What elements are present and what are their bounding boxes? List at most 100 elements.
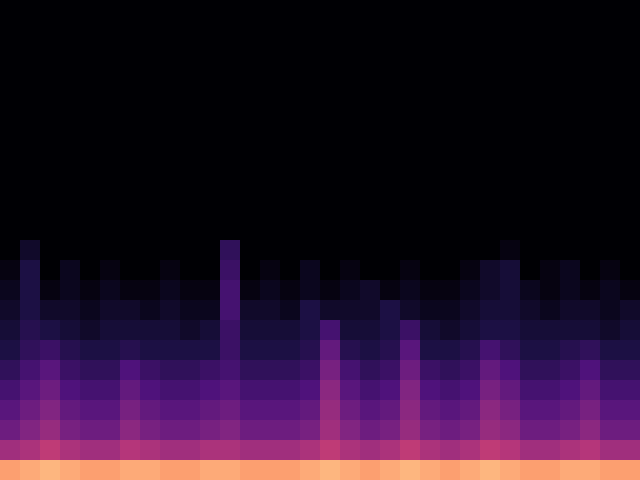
cell bbox=[160, 280, 181, 301]
cell bbox=[480, 220, 501, 241]
cell bbox=[200, 240, 221, 261]
cell bbox=[320, 180, 341, 201]
cell bbox=[540, 60, 561, 81]
cell bbox=[600, 40, 621, 61]
cell bbox=[340, 420, 361, 441]
cell bbox=[40, 460, 61, 480]
cell bbox=[360, 100, 381, 121]
cell bbox=[520, 400, 541, 421]
cell bbox=[500, 40, 521, 61]
cell bbox=[520, 360, 541, 381]
cell bbox=[420, 460, 441, 480]
cell bbox=[560, 180, 581, 201]
cell bbox=[320, 380, 341, 401]
cell bbox=[380, 240, 401, 261]
cell bbox=[100, 20, 121, 41]
cell bbox=[580, 300, 601, 321]
cell bbox=[480, 40, 501, 61]
cell bbox=[140, 120, 161, 141]
cell bbox=[440, 80, 461, 101]
cell bbox=[280, 60, 301, 81]
cell bbox=[340, 0, 361, 21]
cell bbox=[280, 360, 301, 381]
cell bbox=[40, 0, 61, 21]
cell bbox=[340, 20, 361, 41]
cell bbox=[440, 280, 461, 301]
cell bbox=[100, 120, 121, 141]
cell bbox=[460, 140, 481, 161]
cell bbox=[440, 160, 461, 181]
cell bbox=[260, 0, 281, 21]
cell bbox=[320, 440, 341, 461]
cell bbox=[100, 360, 121, 381]
cell bbox=[420, 220, 441, 241]
cell bbox=[580, 240, 601, 261]
cell bbox=[340, 220, 361, 241]
cell bbox=[200, 120, 221, 141]
cell bbox=[440, 300, 461, 321]
cell bbox=[0, 220, 21, 241]
cell bbox=[480, 240, 501, 261]
cell bbox=[540, 300, 561, 321]
cell bbox=[540, 400, 561, 421]
cell bbox=[440, 100, 461, 121]
cell bbox=[580, 20, 601, 41]
cell bbox=[220, 340, 241, 361]
cell bbox=[480, 260, 501, 281]
cell bbox=[200, 220, 221, 241]
cell bbox=[300, 60, 321, 81]
cell bbox=[540, 20, 561, 41]
cell bbox=[600, 80, 621, 101]
cell bbox=[460, 120, 481, 141]
cell bbox=[180, 200, 201, 221]
cell bbox=[200, 420, 221, 441]
cell bbox=[560, 360, 581, 381]
cell bbox=[240, 420, 261, 441]
cell bbox=[100, 400, 121, 421]
cell bbox=[480, 0, 501, 21]
cell bbox=[240, 40, 261, 61]
cell bbox=[20, 280, 41, 301]
cell bbox=[600, 340, 621, 361]
cell bbox=[400, 300, 421, 321]
cell bbox=[340, 380, 361, 401]
cell bbox=[240, 360, 261, 381]
cell bbox=[220, 260, 241, 281]
cell bbox=[440, 60, 461, 81]
cell bbox=[120, 280, 141, 301]
cell bbox=[180, 160, 201, 181]
cell bbox=[120, 260, 141, 281]
cell bbox=[180, 400, 201, 421]
cell bbox=[260, 400, 281, 421]
cell bbox=[280, 400, 301, 421]
cell bbox=[240, 340, 261, 361]
cell bbox=[560, 40, 581, 61]
cell bbox=[0, 80, 21, 101]
cell bbox=[20, 440, 41, 461]
cell bbox=[60, 260, 81, 281]
cell bbox=[380, 320, 401, 341]
cell bbox=[620, 420, 640, 441]
cell bbox=[0, 360, 21, 381]
cell bbox=[480, 80, 501, 101]
cell bbox=[440, 40, 461, 61]
cell bbox=[500, 400, 521, 421]
cell bbox=[80, 440, 101, 461]
cell bbox=[260, 440, 281, 461]
cell bbox=[280, 260, 301, 281]
cell bbox=[440, 340, 461, 361]
cell bbox=[540, 200, 561, 221]
cell bbox=[360, 420, 381, 441]
cell bbox=[240, 160, 261, 181]
cell bbox=[500, 300, 521, 321]
cell bbox=[500, 320, 521, 341]
cell bbox=[620, 0, 640, 21]
cell bbox=[60, 120, 81, 141]
cell bbox=[360, 260, 381, 281]
cell bbox=[340, 200, 361, 221]
cell bbox=[140, 440, 161, 461]
cell bbox=[360, 400, 381, 421]
cell bbox=[440, 320, 461, 341]
cell bbox=[180, 300, 201, 321]
cell bbox=[200, 40, 221, 61]
